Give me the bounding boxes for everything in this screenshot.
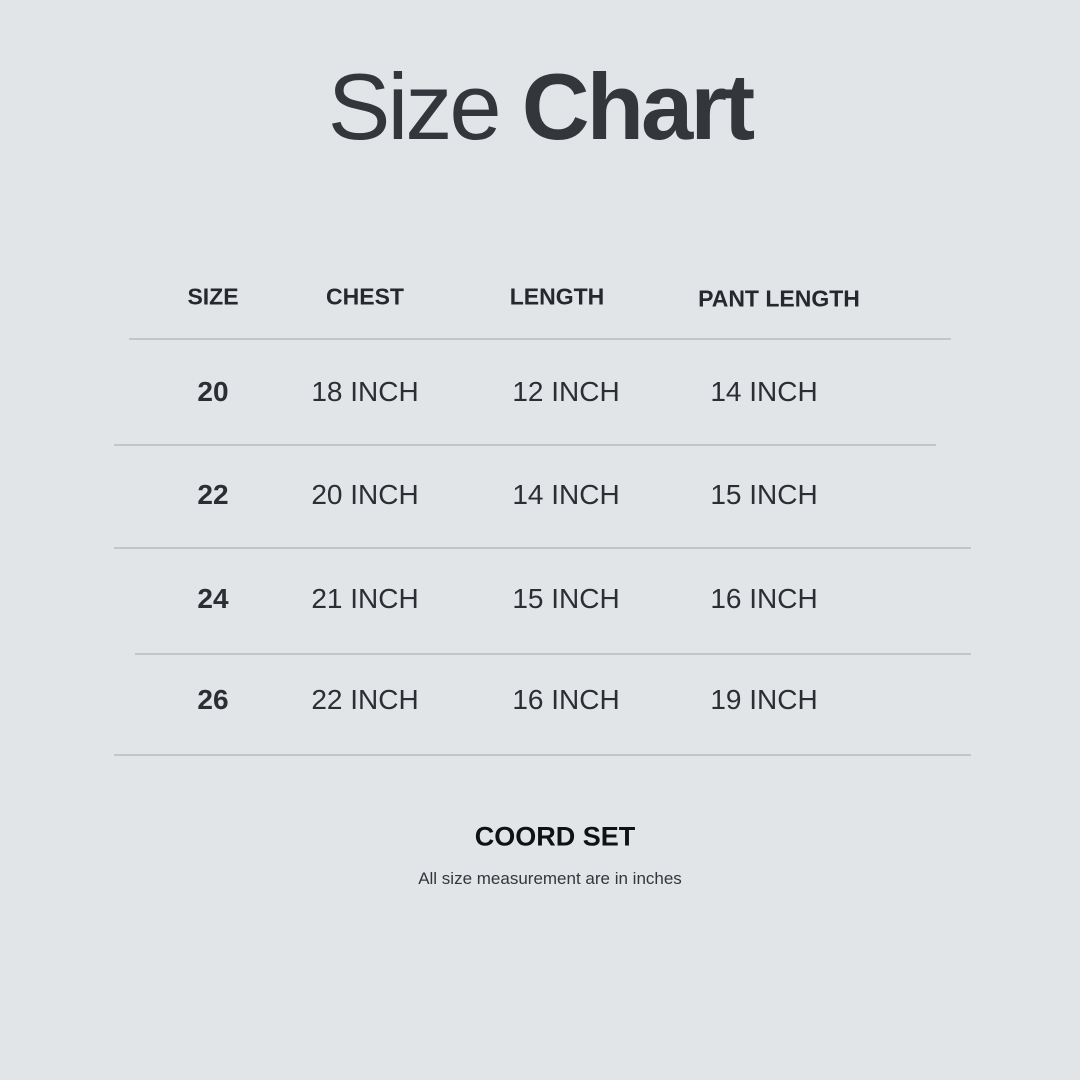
cell-size: 24 xyxy=(197,583,229,614)
cell-chest: 22 INCH xyxy=(311,684,419,715)
header-length: LENGTH xyxy=(509,283,605,310)
header-size: SIZE xyxy=(187,283,239,310)
cell-pant-length: 14 INCH xyxy=(710,376,818,407)
cell-length: 12 INCH xyxy=(512,376,620,407)
header-chest: CHEST xyxy=(326,283,404,310)
cell-size: 20 xyxy=(197,376,229,407)
cell-pant-length: 16 INCH xyxy=(710,583,818,614)
measurement-note: All size measurement are in inches xyxy=(418,869,682,888)
divider xyxy=(114,444,936,446)
divider xyxy=(114,754,971,756)
cell-size: 22 xyxy=(197,479,229,510)
header-pant-length: PANT LENGTH xyxy=(698,285,860,312)
divider xyxy=(135,653,971,655)
title-bold: Chart xyxy=(521,54,755,159)
cell-chest: 18 INCH xyxy=(311,376,419,407)
cell-length: 14 INCH xyxy=(512,479,620,510)
cell-pant-length: 19 INCH xyxy=(710,684,818,715)
cell-chest: 20 INCH xyxy=(311,479,419,510)
product-name: COORD SET xyxy=(474,821,636,852)
cell-chest: 21 INCH xyxy=(311,583,419,614)
divider xyxy=(114,547,971,549)
page-title: Size Chart xyxy=(0,52,1080,162)
cell-length: 15 INCH xyxy=(512,583,620,614)
title-light: Size xyxy=(327,54,502,159)
cell-size: 26 xyxy=(197,684,229,715)
cell-length: 16 INCH xyxy=(512,684,620,715)
divider xyxy=(129,338,951,340)
cell-pant-length: 15 INCH xyxy=(710,479,818,510)
